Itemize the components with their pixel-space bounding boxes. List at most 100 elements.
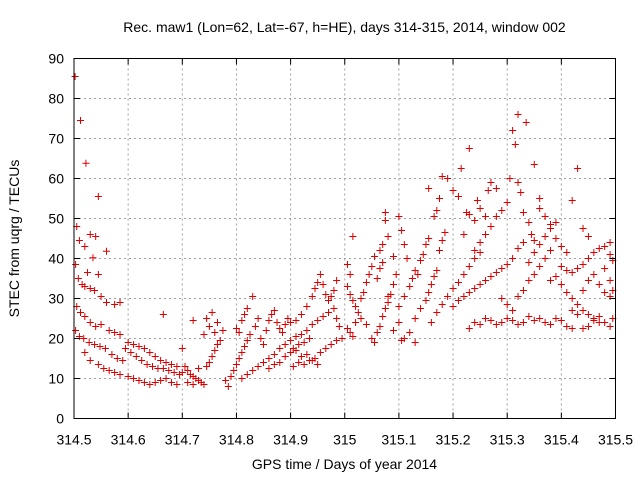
data-point	[398, 227, 406, 234]
data-point	[265, 365, 273, 372]
data-point	[514, 179, 522, 186]
data-point	[322, 345, 330, 352]
data-point	[381, 209, 389, 216]
data-point	[119, 357, 127, 364]
data-point	[243, 371, 251, 378]
data-point	[563, 289, 571, 296]
data-point	[184, 379, 192, 386]
data-point	[389, 281, 397, 288]
data-point	[514, 293, 522, 300]
data-point	[574, 165, 582, 172]
data-point	[514, 111, 522, 118]
data-point	[124, 339, 132, 346]
data-point	[536, 241, 544, 248]
data-point	[379, 241, 387, 248]
data-point	[105, 367, 113, 374]
data-point	[284, 315, 292, 322]
data-point	[346, 291, 354, 298]
data-point	[241, 343, 249, 350]
data-point	[127, 349, 135, 356]
data-point	[224, 383, 232, 390]
data-point	[509, 317, 517, 324]
data-point	[530, 271, 538, 278]
data-point	[541, 233, 549, 240]
data-point	[487, 317, 495, 324]
data-point	[203, 363, 211, 370]
x-tick-label: 315	[333, 432, 357, 448]
data-point	[278, 329, 286, 336]
data-point	[243, 337, 251, 344]
data-point	[519, 319, 527, 326]
data-point	[438, 301, 446, 308]
data-point	[167, 379, 175, 386]
data-point	[471, 319, 479, 326]
data-point	[101, 345, 109, 352]
data-point	[297, 311, 305, 318]
data-point	[454, 279, 462, 286]
data-point	[97, 321, 105, 328]
data-point	[81, 349, 89, 356]
data-point	[530, 249, 538, 256]
data-point	[444, 175, 452, 182]
data-point	[492, 185, 500, 192]
data-point	[430, 273, 438, 280]
data-point	[371, 253, 379, 260]
data-point	[292, 333, 300, 340]
data-point	[476, 321, 484, 328]
data-point	[503, 315, 511, 322]
data-point	[205, 359, 213, 366]
data-point	[557, 263, 565, 270]
data-point	[84, 269, 92, 276]
data-point	[368, 263, 376, 270]
data-point	[487, 179, 495, 186]
data-point	[76, 309, 84, 316]
data-point	[325, 297, 333, 304]
data-point	[438, 237, 446, 244]
data-point	[227, 373, 235, 380]
data-point	[308, 321, 316, 328]
data-point	[257, 335, 265, 342]
data-point	[606, 323, 614, 330]
data-point	[371, 339, 379, 346]
data-point	[311, 355, 319, 362]
data-point	[376, 323, 384, 330]
data-point	[189, 381, 197, 388]
data-point	[89, 254, 97, 262]
data-point	[270, 361, 278, 368]
x-tick-label: 314.8	[219, 432, 254, 448]
data-point	[105, 327, 113, 334]
data-point	[86, 319, 94, 326]
data-point	[81, 313, 89, 320]
data-point	[297, 331, 305, 338]
data-point	[306, 357, 314, 364]
data-point	[300, 339, 308, 346]
data-point	[568, 197, 576, 204]
data-point	[373, 329, 381, 336]
y-tick-label: 80	[48, 91, 64, 107]
data-point	[536, 315, 544, 322]
data-point	[563, 267, 571, 274]
data-point	[530, 237, 538, 244]
data-point	[584, 233, 592, 240]
data-point	[568, 269, 576, 276]
data-point	[392, 271, 400, 278]
data-point	[102, 299, 110, 306]
data-point	[281, 353, 289, 360]
data-point	[454, 193, 462, 200]
data-point	[316, 349, 324, 356]
data-point	[303, 327, 311, 334]
data-point	[97, 293, 105, 300]
data-point	[584, 323, 592, 330]
data-point	[482, 315, 490, 322]
data-point	[81, 243, 89, 250]
data-point	[606, 277, 614, 284]
data-point	[132, 353, 140, 360]
data-point	[457, 165, 465, 172]
x-axis-label: GPS time / Days of year 2014	[252, 456, 437, 472]
data-point	[135, 377, 143, 384]
data-point	[381, 305, 389, 312]
data-point	[606, 239, 614, 246]
data-point	[170, 369, 178, 376]
data-point	[235, 355, 243, 362]
data-point	[140, 379, 148, 386]
